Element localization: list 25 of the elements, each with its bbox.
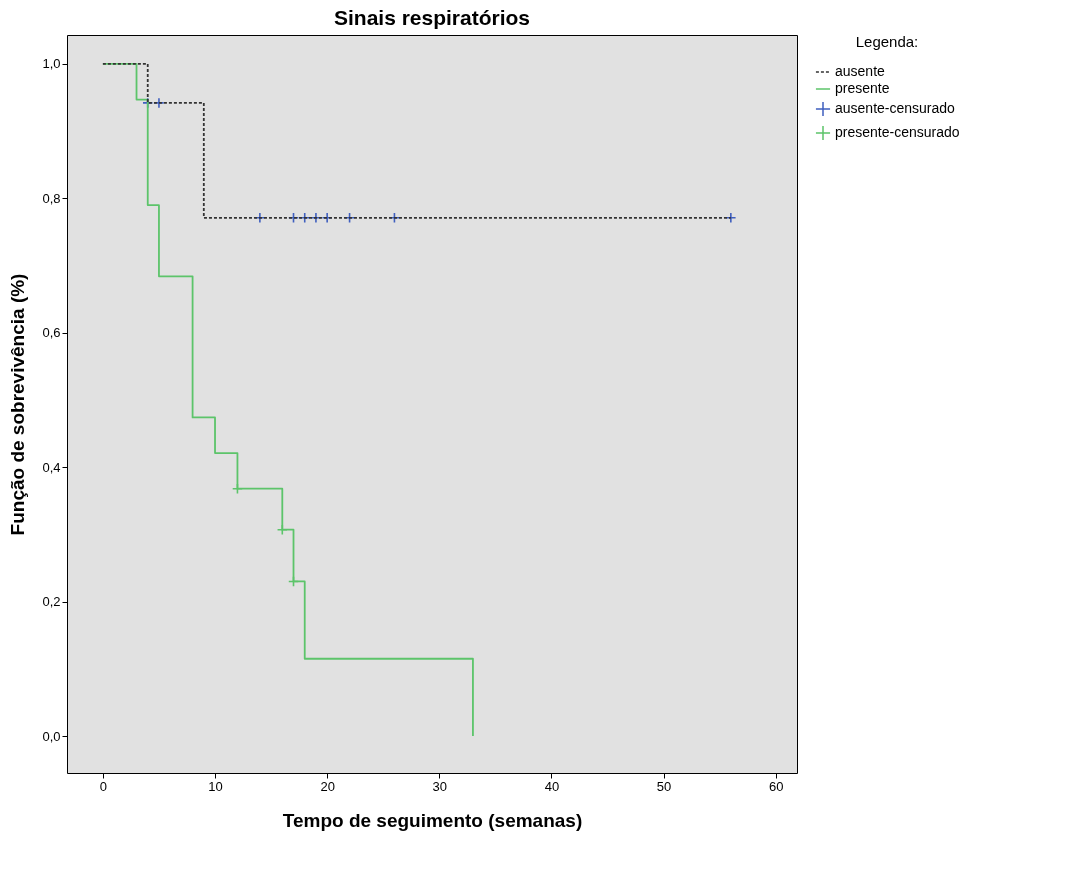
y-tick-label: 0,6 [42,325,61,341]
legend-label: ausente-censurado [835,100,956,116]
legend-label: presente [835,80,890,96]
y-tick-label: 0,2 [42,594,61,610]
y-tick-label: 0,4 [42,459,61,475]
point [725,212,737,224]
y-tick-label: 1,0 [42,56,61,72]
legend-label: ausente [835,63,886,79]
x-tick-label: 20 [320,778,335,794]
x-axis-title: Tempo de seguimento (semanas) [282,809,583,831]
chart-title: Sinais respiratórios [333,6,531,29]
point [310,212,322,224]
y-tick-label: 0,0 [42,728,61,744]
legend-label: presente-censurado [835,124,960,140]
y-tick-label: 0,8 [42,190,61,206]
x-tick-label: 30 [432,778,448,794]
x-tick-label: 0 [99,778,107,794]
x-tick-label: 50 [656,778,672,794]
y-axis-title: Função de sobrevivência (%) [7,273,29,536]
x-tick-label: 10 [208,778,223,794]
legend-title: Legenda: [855,33,919,50]
point [299,212,311,224]
x-tick-label: 60 [768,778,784,794]
x-tick-label: 40 [544,778,560,794]
point [254,212,266,224]
